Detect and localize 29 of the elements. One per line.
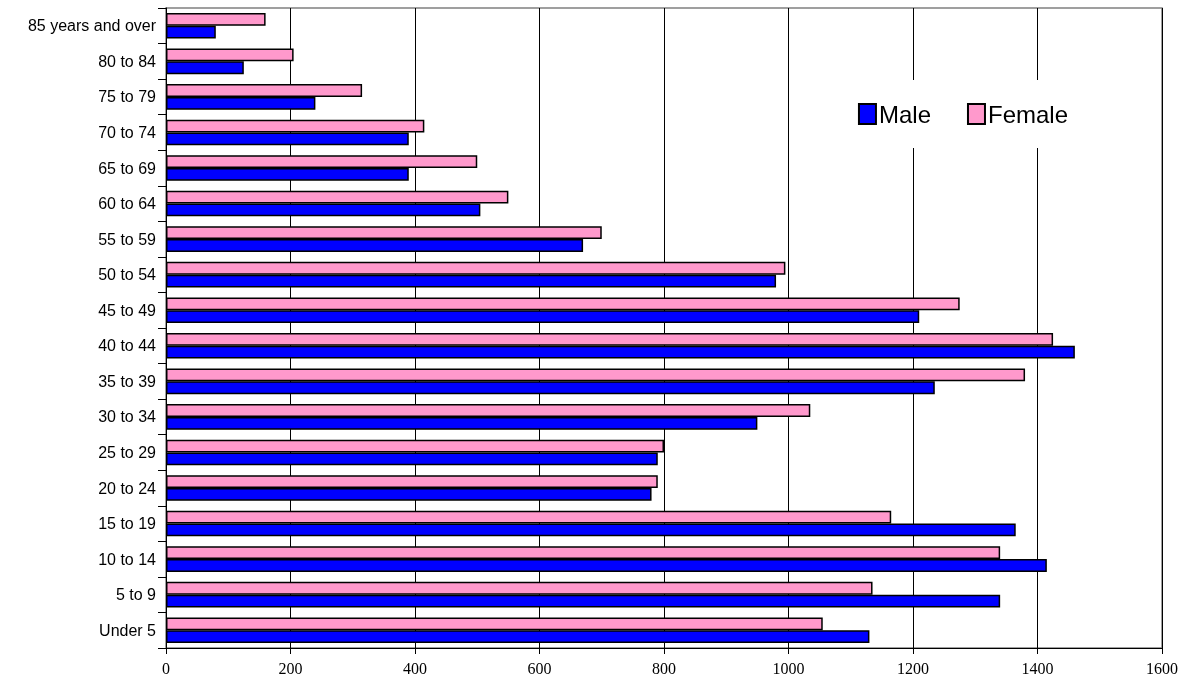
y-tick-label: 40 to 44 [98, 337, 157, 355]
y-tick-label: 60 to 64 [98, 195, 157, 213]
y-tick-label: 85 years and over [27, 17, 157, 35]
y-tick-label: 45 to 49 [98, 301, 157, 319]
y-tick-label: 5 to 9 [115, 586, 157, 604]
x-tick-label: 200 [278, 659, 303, 677]
legend-label: Male [878, 100, 931, 128]
x-tick-label: 1600 [1146, 659, 1178, 677]
y-tick-label: 80 to 84 [98, 52, 157, 70]
y-tick-label: 10 to 14 [98, 550, 157, 568]
y-tick-label: 15 to 19 [98, 515, 157, 533]
y-tick-label: 25 to 29 [98, 443, 157, 461]
x-tick-label: 600 [527, 659, 552, 677]
y-tick-label: 30 to 34 [98, 408, 157, 426]
y-tick-label: 50 to 54 [98, 266, 157, 284]
y-tick-label: 35 to 39 [98, 372, 157, 390]
x-tick-label: 800 [652, 659, 676, 677]
x-tick-label: 1200 [897, 659, 929, 677]
y-tick-label: Under 5 [99, 621, 157, 639]
x-tick-label: 1400 [1021, 659, 1054, 677]
x-tick-label: 400 [403, 659, 427, 677]
x-tick-label: 1000 [772, 659, 805, 677]
y-tick-label: 70 to 74 [98, 123, 157, 141]
legend-label: Female [987, 100, 1068, 128]
x-tick-label: 0 [162, 659, 170, 677]
y-tick-label: 20 to 24 [98, 479, 157, 497]
y-tick-label: 75 to 79 [98, 88, 157, 106]
y-tick-label: 55 to 59 [98, 230, 157, 248]
y-tick-label: 65 to 69 [98, 159, 157, 177]
